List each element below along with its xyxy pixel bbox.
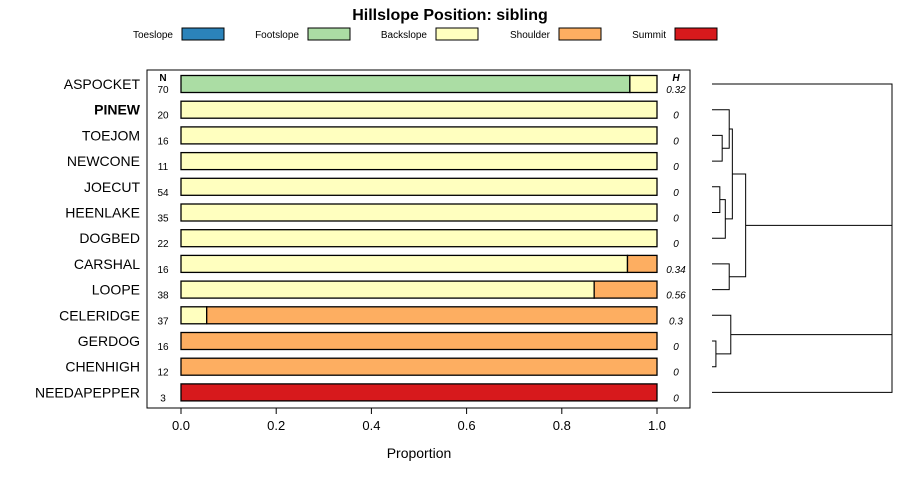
row-label-needapepper: NEEDAPEPPER [35,384,140,400]
row-label-newcone: NEWCONE [67,153,140,169]
chart-title: Hillslope Position: sibling [352,7,548,24]
bar-segment-chenhigh-shoulder [180,357,658,376]
legend-label-shoulder: Shoulder [510,30,551,41]
h-value-carshal: 0.34 [666,265,686,276]
legend-swatch-summit [674,27,718,41]
legend-swatch-backslope [435,27,479,41]
dendrogram-link-11 [712,83,893,295]
n-value-gerdog: 16 [157,342,169,353]
n-value-joecut: 54 [157,188,169,199]
dendrogram-link-9 [712,334,893,393]
row-label-pinew: PINEW [94,102,141,118]
row-label-loope: LOOPE [92,282,140,298]
bar-segment-toejom-backslope [180,126,658,145]
h-value-heenlake: 0 [673,214,679,225]
x-axis-title: Proportion [387,445,452,461]
dendrogram-link-3 [712,263,730,291]
bar-segment-aspocket-backslope [629,74,658,94]
h-value-toejom: 0 [673,136,679,147]
legend-label-backslope: Backslope [381,30,428,41]
legend-label-summit: Summit [632,30,666,41]
bar-segment-joecut-backslope [180,177,658,196]
x-tick-label-0-0: 0.0 [172,418,190,433]
x-tick-label-1-0: 1.0 [648,418,666,433]
bar-segment-celeridge-shoulder [206,306,658,325]
n-value-carshal: 16 [157,265,169,276]
row-label-celeridge: CELERIDGE [59,307,140,323]
bar-segment-pinew-backslope [180,100,658,119]
h-value-celeridge: 0.3 [669,316,683,327]
h-column-header: H [672,73,680,84]
bar-segment-loope-backslope [180,280,595,299]
n-column-header: N [159,73,166,84]
h-value-aspocket: 0.32 [666,85,686,96]
n-value-loope: 38 [157,291,169,302]
legend: Toeslope Footslope Backslope Shoulder Summit [133,27,718,41]
bar-segment-needapepper-summit [180,383,658,402]
n-value-pinew: 20 [157,111,169,122]
h-value-chenhigh: 0 [673,368,679,379]
n-value-newcone: 11 [158,162,169,173]
plot-frame [146,69,691,409]
row-label-heenlake: HEENLAKE [65,205,140,221]
x-tick-label-0-4: 0.4 [362,418,380,433]
dendrogram-link-8 [712,314,732,355]
bar-segment-dogbed-backslope [180,229,658,248]
dendrogram [712,83,893,393]
bar-segment-aspocket-footslope [180,74,631,94]
n-value-dogbed: 22 [157,239,169,250]
legend-swatch-shoulder [558,27,602,41]
dendrogram-link-4 [712,109,730,149]
dendrogram-link-6 [729,173,747,278]
row-label-gerdog: GERDOG [78,333,140,349]
row-label-carshal: CARSHAL [74,256,140,272]
n-value-chenhigh: 12 [157,368,169,379]
row-label-toejom: TOEJOM [82,127,140,143]
bar-segment-newcone-backslope [180,151,658,171]
bar-segment-carshal-shoulder [626,254,658,274]
n-value-needapepper: 3 [160,393,166,404]
x-axis: 0.0 0.2 0.4 0.6 0.8 1.0 [172,408,666,433]
bar-segment-carshal-backslope [180,254,629,274]
dendrogram-link-10 [745,224,893,364]
bar-segment-heenlake-backslope [180,203,658,222]
dendrogram-link-0 [712,134,723,162]
n-value-aspocket: 70 [157,85,169,96]
h-value-joecut: 0 [673,188,679,199]
h-value-loope: 0.56 [666,291,686,302]
legend-swatch-toeslope [181,27,225,41]
x-tick-label-0-6: 0.6 [458,418,476,433]
row-label-dogbed: DOGBED [79,230,140,246]
legend-swatch-footslope [307,27,351,41]
n-value-toejom: 16 [157,136,169,147]
dendrogram-link-1 [712,186,721,213]
h-value-gerdog: 0 [673,342,679,353]
h-value-pinew: 0 [673,111,679,122]
row-label-chenhigh: CHENHIGH [65,359,140,375]
row-label-aspocket: ASPOCKET [64,76,141,92]
dendrogram-link-2 [712,199,726,239]
x-tick-label-0-2: 0.2 [267,418,285,433]
bar-segment-loope-shoulder [593,280,658,299]
h-value-newcone: 0 [673,162,679,173]
bar-segment-celeridge-backslope [180,306,208,325]
h-value-dogbed: 0 [673,239,679,250]
n-value-heenlake: 35 [157,214,169,225]
n-value-celeridge: 37 [157,316,169,327]
x-tick-label-0-8: 0.8 [553,418,571,433]
legend-label-footslope: Footslope [255,30,299,41]
dendrogram-link-7 [712,340,717,368]
row-label-joecut: JOECUT [84,179,140,195]
legend-label-toeslope: Toeslope [133,30,173,41]
bar-segment-gerdog-shoulder [180,331,658,351]
h-value-needapepper: 0 [673,393,679,404]
rows: ASPOCKET 70 0.32 PINEW 20 0 TOEJOM 16 0 NEWCONE 11… [35,74,686,404]
